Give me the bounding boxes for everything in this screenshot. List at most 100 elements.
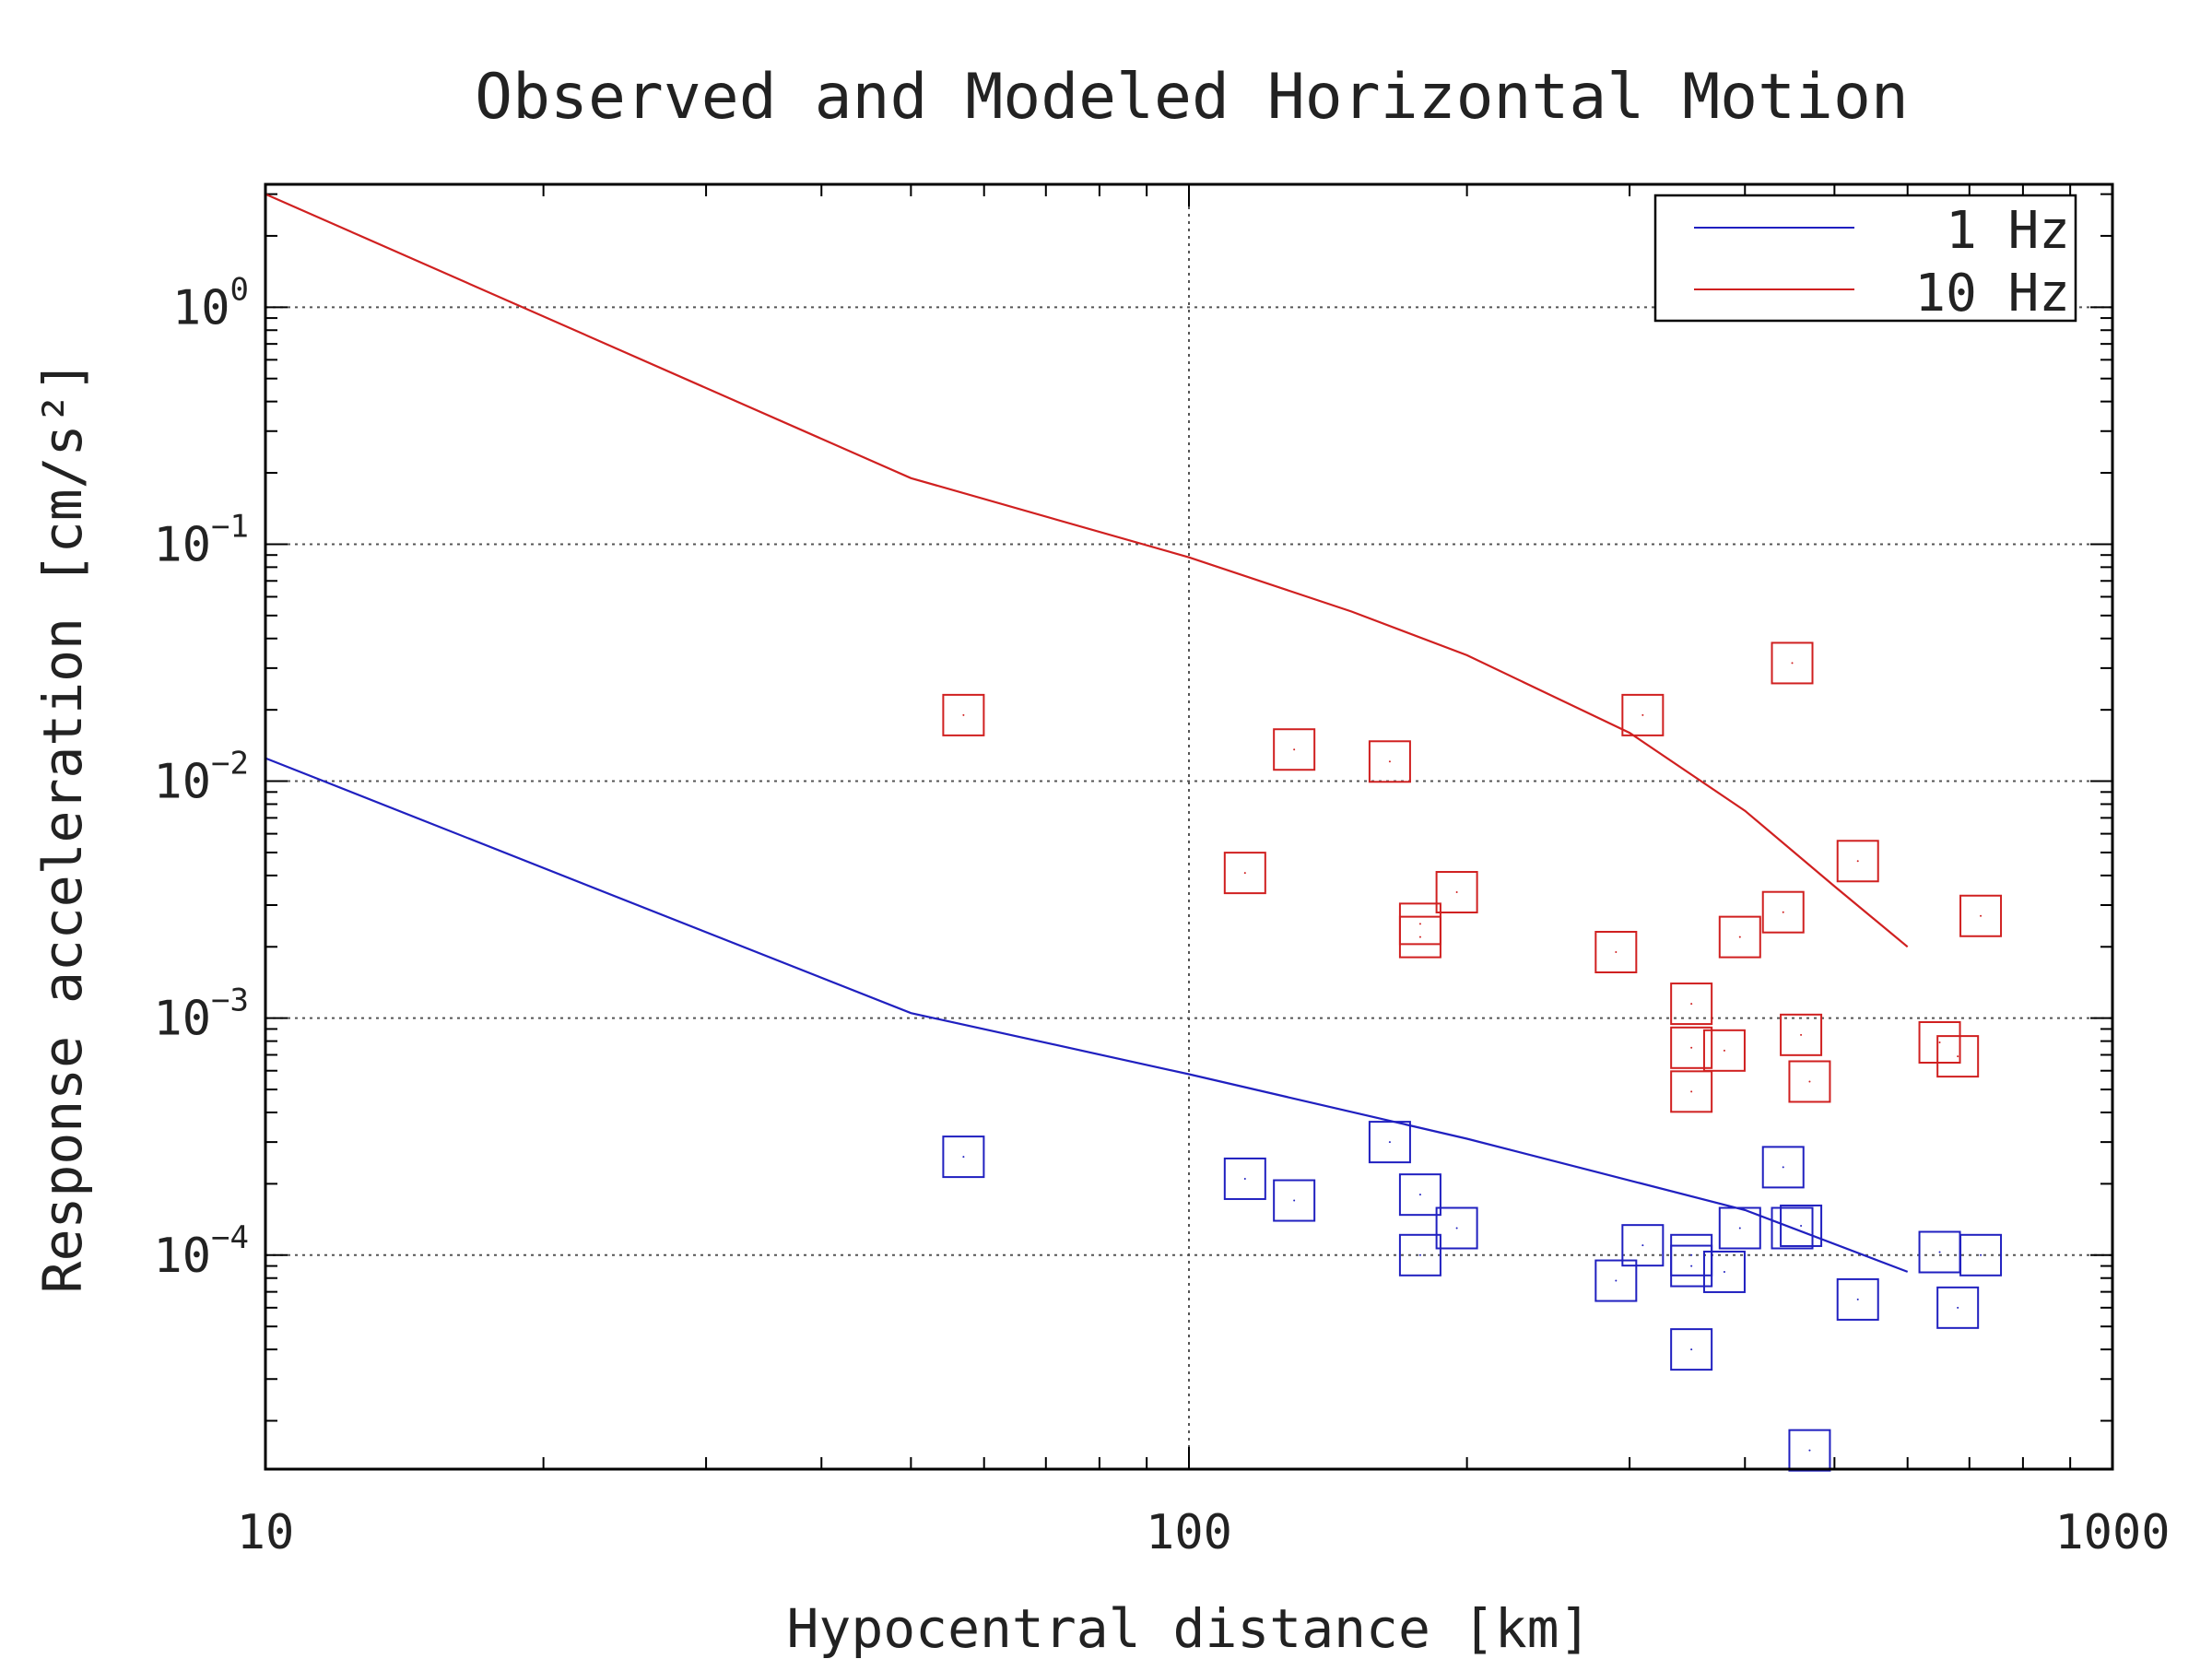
observed-point-1hz xyxy=(1959,1233,2003,1277)
observed-point-1hz xyxy=(1594,1259,1638,1302)
observed-point-10hz xyxy=(1771,641,1814,685)
observed-point-center-1hz xyxy=(1243,1177,1246,1180)
observed-point-center-1hz xyxy=(1800,1224,1803,1227)
observed-point-10hz xyxy=(1435,871,1478,914)
observed-point-1hz xyxy=(1936,1286,1980,1329)
legend-label-10hz: 10 Hz xyxy=(1914,264,2070,324)
x-tick-label: 1000 xyxy=(2054,1505,2170,1560)
legend-label-1hz: 1 Hz xyxy=(1946,201,2070,261)
observed-markers xyxy=(942,641,2003,1472)
observed-point-1hz xyxy=(1761,1146,1805,1189)
y-tick-label: 10−1 xyxy=(153,508,249,572)
observed-point-center-10hz xyxy=(1791,662,1794,665)
x-tick-label: 10 xyxy=(237,1505,295,1560)
observed-point-10hz xyxy=(1670,982,1713,1026)
y-tick-label: 10−4 xyxy=(153,1219,249,1284)
legend: 1 Hz 10 Hz xyxy=(1653,194,2077,324)
observed-point-center-10hz xyxy=(1243,872,1246,875)
observed-point-10hz xyxy=(1788,1060,1831,1103)
observed-point-10hz xyxy=(1918,1021,1961,1065)
y-tick-label: 10−2 xyxy=(153,746,249,810)
observed-point-10hz xyxy=(1780,1013,1823,1056)
observed-point-1hz xyxy=(1771,1206,1814,1250)
observed-point-center-10hz xyxy=(1957,1055,1959,1058)
observed-point-center-10hz xyxy=(1980,914,1983,917)
observed-point-center-10hz xyxy=(962,713,965,716)
observed-point-center-1hz xyxy=(1957,1306,1959,1309)
observed-point-center-10hz xyxy=(1808,1080,1811,1083)
observed-point-center-10hz xyxy=(1418,923,1421,925)
x-tick-label: 100 xyxy=(1146,1505,1232,1560)
observed-point-center-1hz xyxy=(1690,1253,1693,1256)
observed-point-1hz xyxy=(1435,1206,1478,1250)
observed-point-center-1hz xyxy=(1980,1253,1983,1256)
observed-point-center-1hz xyxy=(1938,1251,1941,1253)
observed-point-1hz xyxy=(1398,1233,1441,1277)
y-tick-label: 10−3 xyxy=(153,982,249,1047)
observed-point-center-10hz xyxy=(1293,748,1296,751)
observed-point-10hz xyxy=(1670,1026,1713,1069)
x-tick-labels: 10 100 1000 xyxy=(237,1505,2171,1560)
observed-point-10hz xyxy=(1936,1035,1980,1078)
x-axis-label: Hypocentral distance [km] xyxy=(787,1597,1592,1659)
observed-point-10hz xyxy=(1761,890,1805,934)
plot-frame xyxy=(264,182,2114,1471)
observed-point-center-10hz xyxy=(1856,860,1859,863)
y-tick-label: 100 xyxy=(172,271,249,335)
observed-point-center-1hz xyxy=(1690,1265,1693,1267)
observed-point-center-1hz xyxy=(1418,1194,1421,1196)
observed-point-center-10hz xyxy=(1738,935,1741,938)
observed-point-center-1hz xyxy=(1293,1199,1296,1202)
observed-point-10hz xyxy=(1718,915,1761,959)
observed-point-center-1hz xyxy=(1615,1279,1618,1282)
axis-ticks xyxy=(265,184,2112,1469)
observed-point-center-10hz xyxy=(1690,1046,1693,1049)
observed-point-center-1hz xyxy=(1808,1449,1811,1452)
observed-point-center-1hz xyxy=(962,1156,965,1159)
observed-point-center-1hz xyxy=(1782,1166,1784,1169)
y-axis-label: Response acceleration [cm/s²] xyxy=(31,360,94,1294)
observed-point-center-1hz xyxy=(1690,1348,1693,1351)
observed-point-10hz xyxy=(1368,740,1411,783)
observed-point-1hz xyxy=(1718,1206,1761,1250)
observed-point-1hz xyxy=(1223,1157,1266,1200)
observed-point-1hz xyxy=(1398,1173,1441,1217)
observed-point-10hz xyxy=(1621,693,1665,736)
observed-point-center-1hz xyxy=(1723,1270,1725,1273)
observed-point-1hz xyxy=(1273,1179,1316,1222)
observed-point-center-1hz xyxy=(1388,1141,1391,1144)
observed-point-10hz xyxy=(1398,915,1441,959)
observed-point-center-1hz xyxy=(1856,1298,1859,1300)
observed-point-10hz xyxy=(1223,852,1266,895)
legend-box xyxy=(1653,194,2077,323)
observed-point-10hz xyxy=(1670,1070,1713,1113)
observed-point-1hz xyxy=(1368,1121,1411,1164)
observed-point-center-1hz xyxy=(1455,1227,1458,1230)
observed-point-center-10hz xyxy=(1782,911,1784,913)
observed-point-10hz xyxy=(1273,728,1316,771)
observed-point-center-1hz xyxy=(1418,1253,1421,1256)
observed-point-center-10hz xyxy=(1388,760,1391,763)
observed-point-10hz xyxy=(1702,1029,1746,1072)
observed-point-10hz xyxy=(1594,931,1638,974)
observed-point-10hz xyxy=(942,693,985,736)
observed-point-center-1hz xyxy=(1641,1244,1644,1247)
observed-point-center-10hz xyxy=(1938,1041,1941,1044)
observed-point-1hz xyxy=(942,1135,985,1179)
observed-point-center-10hz xyxy=(1641,713,1644,716)
observed-point-center-10hz xyxy=(1800,1033,1803,1036)
model-line-10hz xyxy=(265,193,1909,948)
observed-point-center-10hz xyxy=(1455,891,1458,894)
observed-point-center-10hz xyxy=(1615,951,1618,954)
observed-point-center-1hz xyxy=(1738,1227,1741,1230)
observed-point-center-1hz xyxy=(1791,1227,1794,1230)
gridlines xyxy=(265,184,2112,1469)
observed-point-10hz xyxy=(1959,894,2003,937)
observed-point-1hz xyxy=(1670,1244,1713,1288)
observed-point-center-10hz xyxy=(1723,1049,1725,1052)
observed-point-1hz xyxy=(1780,1204,1823,1247)
observed-point-10hz xyxy=(1836,840,1879,883)
observed-point-center-10hz xyxy=(1690,1003,1693,1006)
observed-point-center-10hz xyxy=(1690,1090,1693,1093)
